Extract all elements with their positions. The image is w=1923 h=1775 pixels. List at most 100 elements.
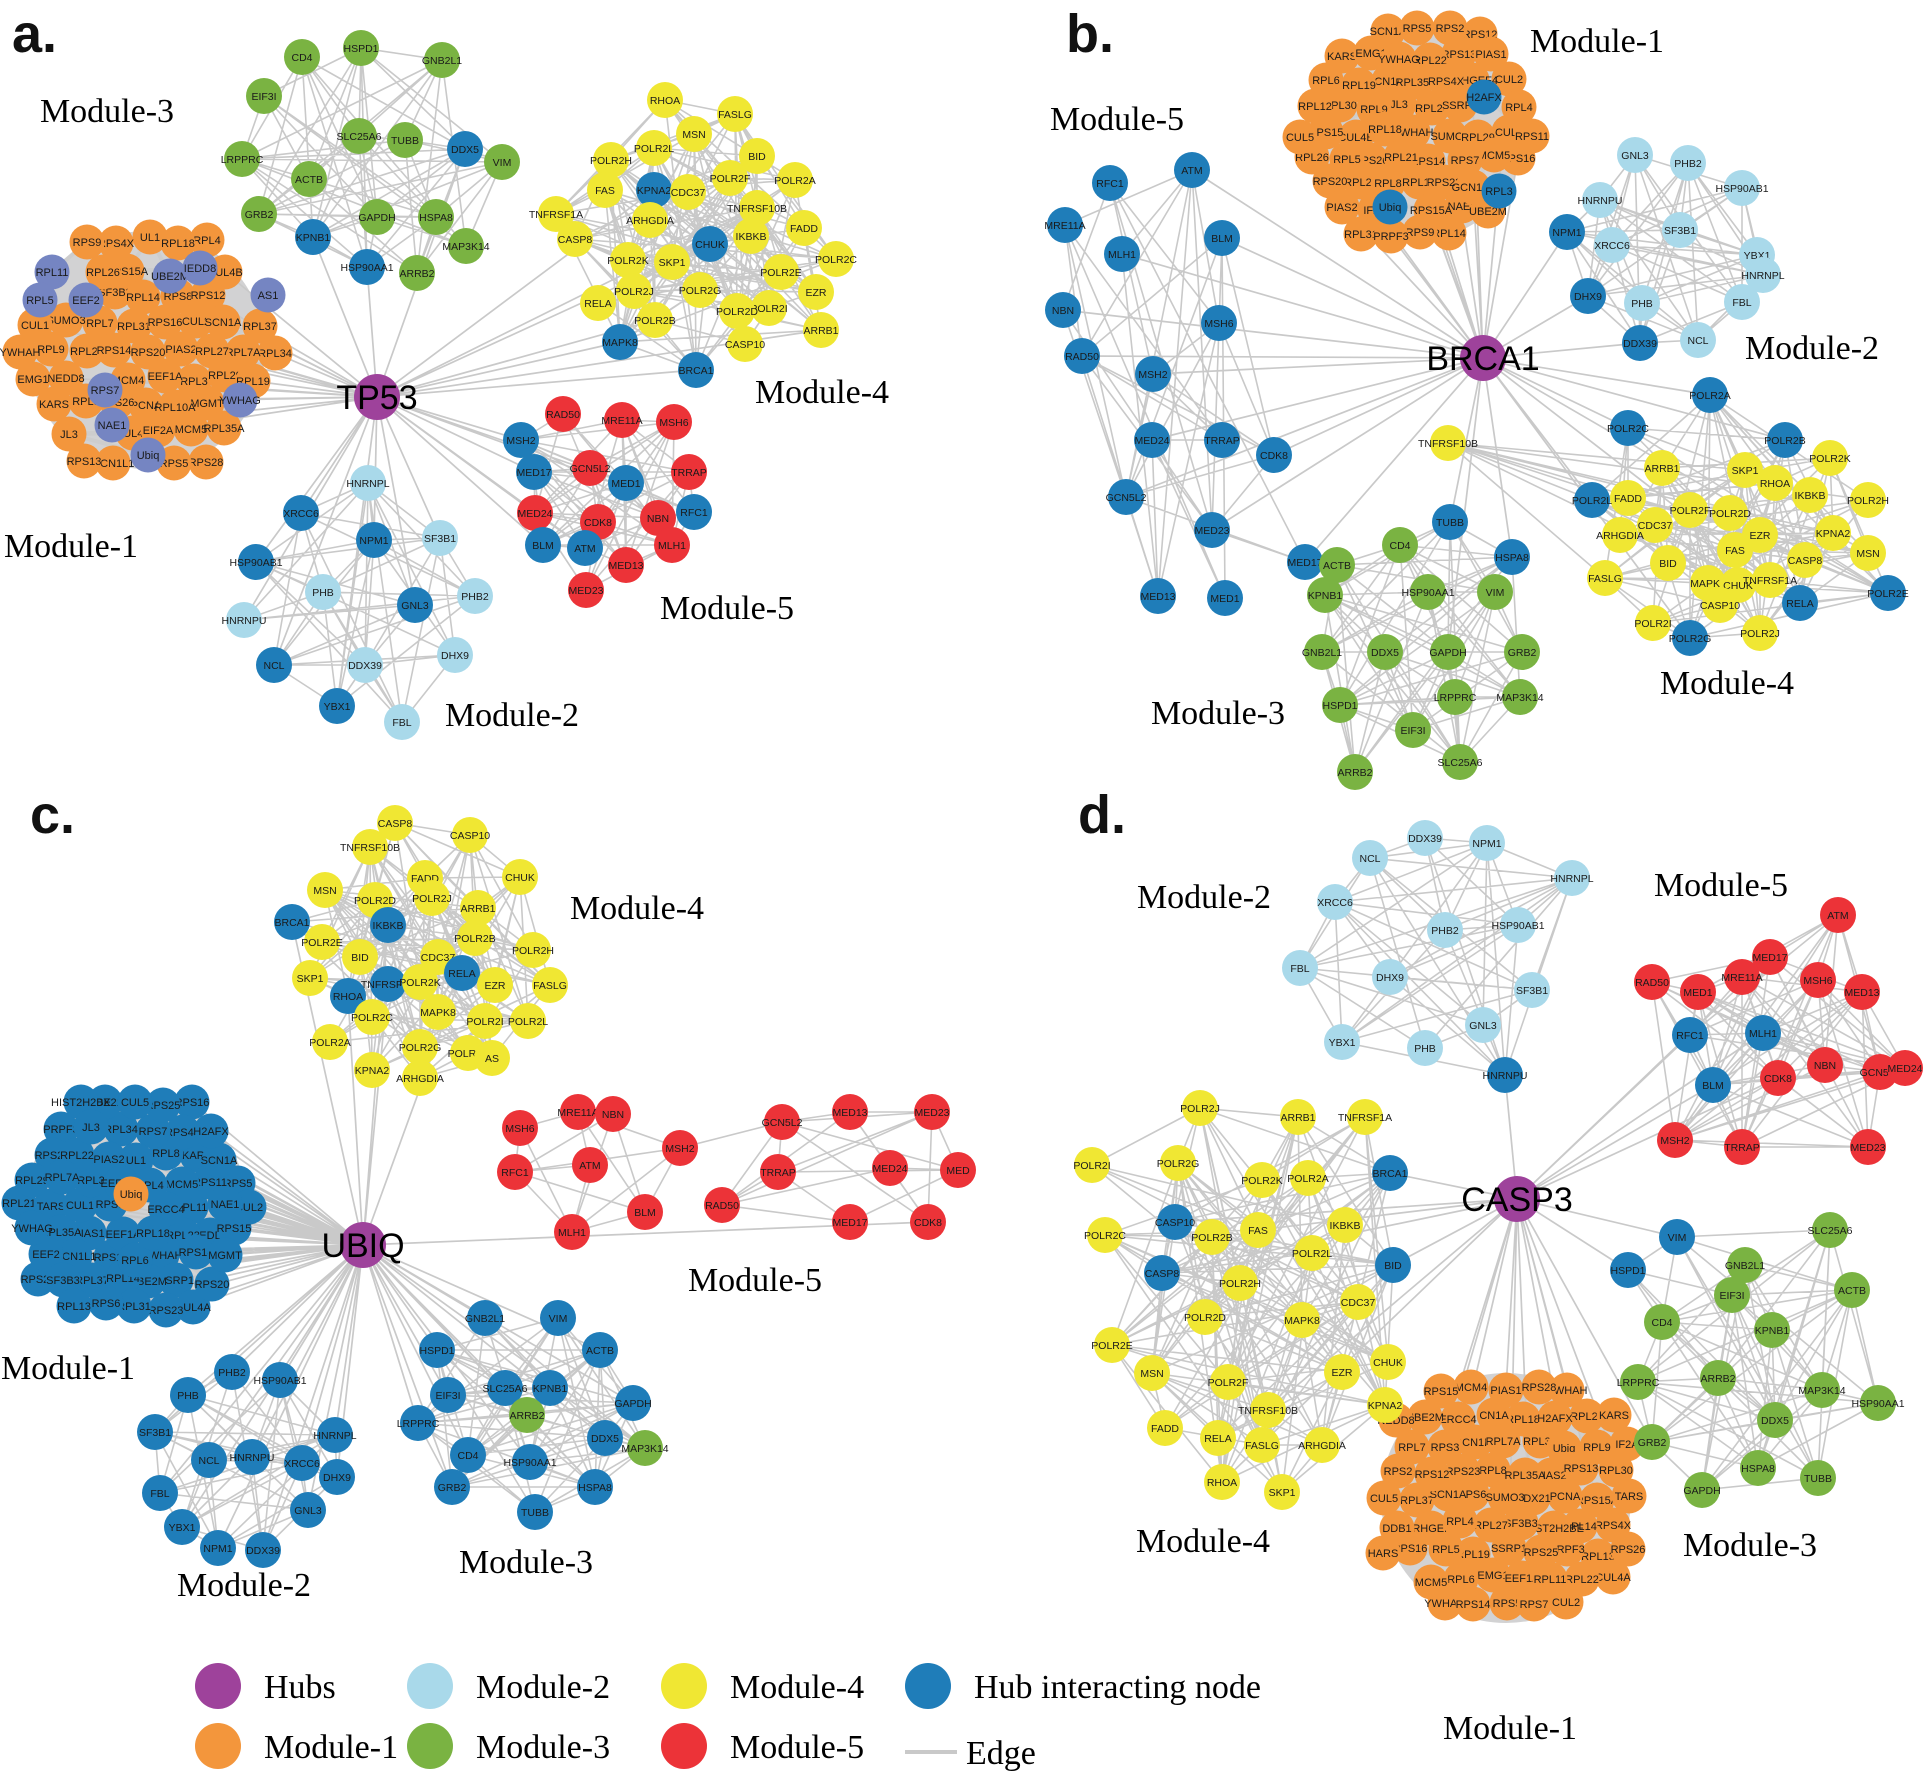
svg-text:RPL12: RPL12 bbox=[1298, 101, 1332, 113]
svg-text:PIAS2: PIAS2 bbox=[165, 344, 196, 356]
svg-text:POLR2B: POLR2B bbox=[634, 315, 675, 327]
svg-text:PHB: PHB bbox=[1414, 1043, 1436, 1055]
svg-text:CUL1: CUL1 bbox=[21, 320, 49, 332]
svg-text:RPS15A: RPS15A bbox=[1576, 1495, 1619, 1507]
svg-text:Module-5: Module-5 bbox=[660, 590, 794, 627]
svg-text:a.: a. bbox=[12, 4, 57, 64]
svg-text:POLR2A: POLR2A bbox=[774, 175, 815, 187]
svg-text:Module-2: Module-2 bbox=[1745, 330, 1879, 367]
svg-text:CDC37: CDC37 bbox=[1341, 1297, 1376, 1309]
svg-text:RPS14: RPS14 bbox=[97, 345, 132, 357]
svg-text:HNRNPU: HNRNPU bbox=[230, 1452, 275, 1464]
svg-text:CUL2: CUL2 bbox=[182, 316, 210, 328]
svg-text:SLC25A6: SLC25A6 bbox=[1808, 1225, 1853, 1237]
svg-text:BRCA1: BRCA1 bbox=[678, 365, 713, 377]
svg-text:PHB: PHB bbox=[177, 1390, 199, 1402]
svg-text:POLR2G: POLR2G bbox=[1157, 1158, 1200, 1170]
svg-text:ARRB1: ARRB1 bbox=[1280, 1112, 1315, 1124]
svg-text:PIAS2: PIAS2 bbox=[1326, 202, 1357, 214]
svg-text:SF3B3: SF3B3 bbox=[1504, 1518, 1538, 1530]
svg-text:TARS: TARS bbox=[1615, 1491, 1644, 1503]
svg-text:VIM: VIM bbox=[1486, 587, 1505, 599]
svg-text:CHUK: CHUK bbox=[695, 239, 725, 251]
svg-text:Module-4: Module-4 bbox=[1136, 1523, 1270, 1560]
svg-text:RPS11: RPS11 bbox=[1515, 131, 1549, 143]
svg-text:Module-2: Module-2 bbox=[177, 1567, 311, 1604]
svg-text:RPS12: RPS12 bbox=[191, 290, 226, 302]
svg-text:SF3B1: SF3B1 bbox=[1664, 225, 1696, 237]
svg-text:EEF1A: EEF1A bbox=[1505, 1573, 1541, 1585]
svg-text:RPL21: RPL21 bbox=[2, 1198, 36, 1210]
svg-text:DHX9: DHX9 bbox=[1376, 972, 1404, 984]
svg-text:HSP90AA1: HSP90AA1 bbox=[503, 1457, 556, 1469]
svg-text:KARS: KARS bbox=[39, 399, 69, 411]
svg-text:TNFRSF10B: TNFRSF10B bbox=[1238, 1405, 1298, 1417]
svg-text:MED23: MED23 bbox=[568, 585, 603, 597]
svg-text:ERCC4: ERCC4 bbox=[1439, 1414, 1476, 1426]
svg-text:MAPK8: MAPK8 bbox=[602, 337, 638, 349]
svg-text:RPL6: RPL6 bbox=[1312, 75, 1340, 87]
svg-text:GNL3: GNL3 bbox=[1621, 150, 1649, 162]
svg-text:CASP3: CASP3 bbox=[1461, 1181, 1573, 1219]
svg-text:POLR2E: POLR2E bbox=[1091, 1340, 1132, 1352]
svg-text:RPS25: RPS25 bbox=[1524, 1547, 1559, 1559]
svg-text:CN1A: CN1A bbox=[1374, 76, 1404, 88]
svg-text:TARS: TARS bbox=[37, 1201, 66, 1213]
svg-text:RPL3: RPL3 bbox=[77, 1175, 105, 1187]
svg-text:CASP8: CASP8 bbox=[1145, 1268, 1180, 1280]
svg-text:RPL30: RPL30 bbox=[1599, 1465, 1633, 1477]
svg-text:DDX39: DDX39 bbox=[348, 660, 382, 672]
svg-text:DDX5: DDX5 bbox=[591, 1433, 619, 1445]
svg-text:POLR2I: POLR2I bbox=[466, 1016, 503, 1028]
svg-text:RPS20: RPS20 bbox=[195, 1279, 230, 1291]
svg-text:POLR2I: POLR2I bbox=[1634, 618, 1671, 630]
svg-text:DDX39: DDX39 bbox=[1408, 833, 1442, 845]
svg-text:EIF3I: EIF3I bbox=[251, 91, 276, 103]
svg-text:GNL3: GNL3 bbox=[294, 1505, 322, 1517]
svg-text:TUBB: TUBB bbox=[391, 135, 419, 147]
svg-text:PHB2: PHB2 bbox=[1431, 925, 1459, 937]
svg-text:c.: c. bbox=[30, 785, 75, 845]
svg-text:HSPD1: HSPD1 bbox=[343, 43, 378, 55]
svg-text:POLR2F: POLR2F bbox=[710, 173, 751, 185]
svg-text:GNB2L1: GNB2L1 bbox=[465, 1313, 505, 1325]
svg-text:MED1: MED1 bbox=[1683, 987, 1712, 999]
svg-text:SKP1: SKP1 bbox=[659, 257, 686, 269]
svg-text:ATM: ATM bbox=[1827, 910, 1848, 922]
svg-text:POLR2B: POLR2B bbox=[1191, 1232, 1232, 1244]
svg-text:EEF1A: EEF1A bbox=[106, 1229, 142, 1241]
svg-text:RAD50: RAD50 bbox=[1065, 351, 1099, 363]
svg-text:RPL11: RPL11 bbox=[1534, 1574, 1567, 1586]
svg-text:RPL18: RPL18 bbox=[161, 238, 195, 250]
svg-text:RPL13: RPL13 bbox=[1581, 1551, 1615, 1563]
svg-text:KPNA2: KPNA2 bbox=[355, 1065, 390, 1077]
svg-text:TNFRSF1A: TNFRSF1A bbox=[529, 209, 583, 221]
svg-text:CDK8: CDK8 bbox=[914, 1217, 942, 1229]
svg-text:RPL29: RPL29 bbox=[15, 1175, 49, 1187]
svg-text:FBL: FBL bbox=[1732, 297, 1751, 309]
svg-text:Module-5: Module-5 bbox=[688, 1262, 822, 1299]
svg-text:YWHAH: YWHAH bbox=[1393, 127, 1434, 139]
svg-text:RPS14: RPS14 bbox=[1456, 1599, 1491, 1611]
svg-text:RPL37: RPL37 bbox=[243, 321, 277, 333]
svg-text:YWHAG: YWHAG bbox=[219, 395, 261, 407]
svg-text:ACTB: ACTB bbox=[586, 1345, 614, 1357]
svg-text:RPL26: RPL26 bbox=[1570, 1411, 1604, 1423]
svg-text:PRPF3: PRPF3 bbox=[1373, 231, 1408, 243]
svg-text:IKBKB: IKBKB bbox=[1795, 490, 1826, 502]
svg-text:RPL18: RPL18 bbox=[1506, 1414, 1540, 1426]
svg-text:GAPDH: GAPDH bbox=[1429, 647, 1466, 659]
svg-text:RFC1: RFC1 bbox=[501, 1167, 529, 1179]
svg-text:RPL37: RPL37 bbox=[75, 1275, 109, 1287]
svg-text:EIF3I: EIF3I bbox=[435, 1390, 460, 1402]
svg-text:MSH6: MSH6 bbox=[659, 417, 688, 429]
svg-text:RELA: RELA bbox=[1204, 1433, 1231, 1445]
svg-text:UBE2M: UBE2M bbox=[1406, 1412, 1444, 1424]
svg-text:TNFRSF10B: TNFRSF10B bbox=[340, 842, 400, 854]
svg-text:BRCA1: BRCA1 bbox=[1372, 1168, 1407, 1180]
svg-text:RPS23: RPS23 bbox=[1446, 1466, 1481, 1478]
svg-text:PIAS1: PIAS1 bbox=[1490, 1385, 1521, 1397]
svg-text:NCL: NCL bbox=[1687, 335, 1708, 347]
svg-text:GRB2: GRB2 bbox=[1638, 1437, 1667, 1449]
svg-text:MAP3K14: MAP3K14 bbox=[1798, 1385, 1845, 1397]
